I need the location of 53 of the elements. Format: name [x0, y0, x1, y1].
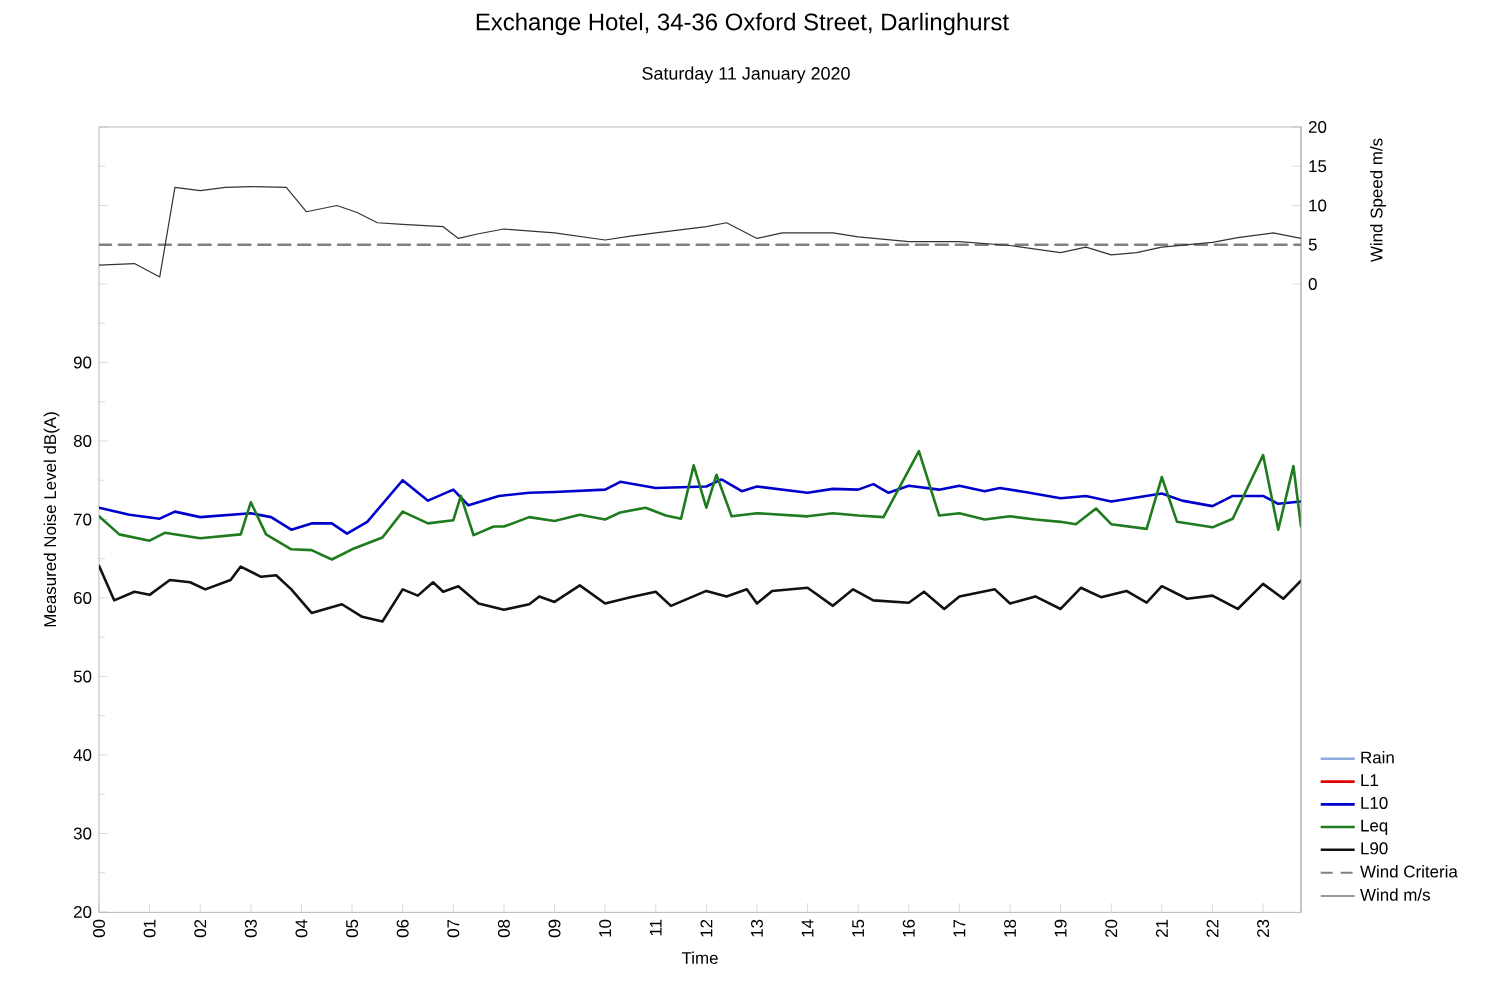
y-tick-label: 40 — [73, 749, 92, 761]
legend-label: L1 — [1361, 774, 1379, 786]
x-tick-label: 06 — [396, 919, 409, 938]
y2-tick-label: 0 — [1308, 278, 1317, 290]
chart-title: Exchange Hotel, 34-36 Oxford Street, Darlinghurst — [476, 12, 1009, 36]
x-tick-label: 03 — [244, 919, 257, 938]
y-tick-label: 80 — [73, 435, 92, 447]
x-tick-label: 10 — [599, 919, 612, 937]
legend-label: Leq — [1361, 819, 1388, 835]
x-tick-label: 09 — [548, 919, 561, 938]
y2-tick-label: 10 — [1309, 199, 1327, 212]
legend-label: Rain — [1361, 751, 1394, 764]
legend-label: L10 — [1361, 796, 1388, 809]
x-tick-label: 11 — [649, 919, 662, 936]
y-axis-title: Measured Noise Level dB(A) — [43, 412, 60, 627]
x-tick-label: 19 — [1054, 919, 1067, 937]
line-series — [99, 478, 1302, 535]
x-tick-label: 13 — [750, 919, 763, 937]
legend-label: Wind Criteria — [1360, 865, 1458, 878]
line-series — [99, 186, 1302, 278]
x-tick-label: 18 — [1004, 919, 1016, 937]
x-tick-label: 17 — [953, 919, 966, 937]
x-tick-label: 01 — [143, 919, 156, 938]
y-tick-label: 50 — [73, 670, 92, 683]
x-tick-label: 05 — [346, 919, 359, 938]
x-tick-label: 16 — [902, 919, 915, 937]
y2-tick-label: 15 — [1309, 160, 1327, 173]
chart-subtitle: Saturday 11 January 2020 — [642, 66, 850, 84]
y-tick-label: 30 — [73, 827, 92, 840]
y2-tick-label: 20 — [1308, 121, 1327, 133]
x-tick-label: 22 — [1206, 919, 1219, 938]
x-tick-label: 23 — [1257, 919, 1270, 938]
y-tick-label: 90 — [73, 356, 92, 369]
x-tick-label: 21 — [1155, 919, 1168, 938]
x-tick-label: 08 — [497, 919, 510, 938]
y-tick-label: 70 — [74, 513, 92, 526]
x-tick-label: 14 — [801, 919, 814, 937]
line-series — [99, 449, 1302, 561]
x-tick-label: 00 — [93, 919, 105, 938]
y-tick-label: 60 — [74, 592, 92, 604]
legend-label: L90 — [1361, 842, 1388, 855]
x-tick-label: 20 — [1105, 919, 1118, 938]
x-tick-label: 12 — [700, 919, 713, 937]
legend-label: Wind m/s — [1360, 888, 1430, 901]
y2-axis-title: Wind Speed m/s — [1370, 138, 1386, 263]
x-tick-label: 07 — [447, 919, 460, 938]
y2-tick-label: 5 — [1308, 238, 1317, 251]
x-tick-label: 02 — [194, 919, 207, 938]
y-tick-label: 20 — [73, 906, 92, 918]
x-axis-title: Time — [681, 951, 718, 964]
line-series — [99, 564, 1302, 623]
x-tick-label: 04 — [295, 919, 308, 938]
x-tick-label: 15 — [852, 919, 865, 937]
